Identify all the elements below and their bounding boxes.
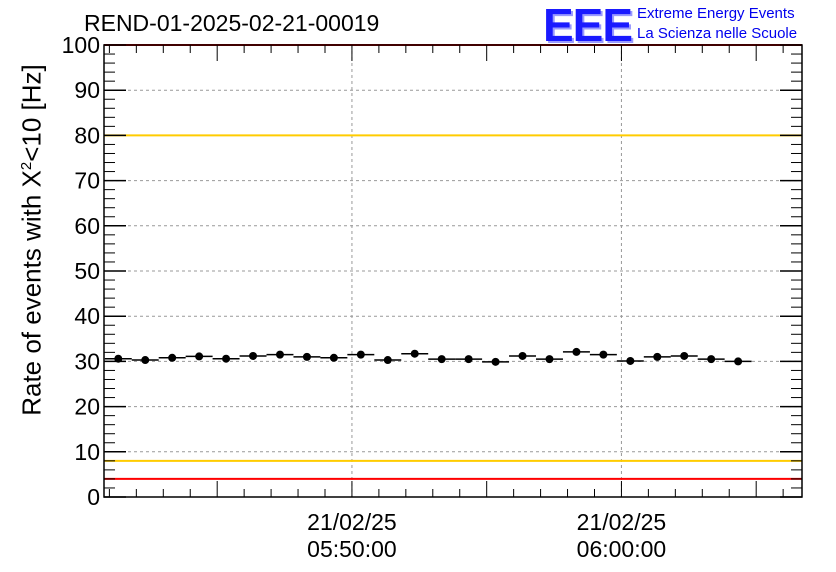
y-axis-label-sup: 2: [17, 161, 35, 171]
data-point: [626, 356, 635, 365]
data-point: [437, 355, 446, 364]
x-tick-label-time: 06:00:00: [577, 536, 667, 562]
logo-line-1: Extreme Energy Events: [637, 5, 795, 22]
x-tick-label-time: 05:50:00: [307, 536, 397, 562]
y-tick-label: 20: [74, 394, 100, 420]
data-point: [572, 347, 581, 356]
data-point: [410, 349, 419, 358]
y-tick-label: 60: [74, 213, 100, 239]
data-point: [195, 352, 204, 361]
eee-logo: EEE: [543, 0, 633, 51]
logo-caption: Extreme Energy Events La Scienza nelle S…: [637, 4, 797, 44]
y-tick-label: 10: [74, 439, 100, 465]
data-point: [302, 352, 311, 361]
data-point: [599, 350, 608, 359]
data-point: [680, 351, 689, 360]
data-point: [141, 356, 150, 365]
data-point: [734, 357, 743, 366]
data-point: [518, 351, 527, 360]
y-tick-label: 80: [74, 122, 100, 148]
data-point: [653, 352, 662, 361]
data-point: [329, 353, 338, 362]
logo-line-2: La Scienza nelle Scuole: [637, 25, 798, 42]
data-point: [356, 350, 365, 359]
data-point: [383, 356, 392, 365]
y-tick-label: 0: [87, 484, 100, 510]
data-point: [168, 353, 177, 362]
y-tick-label: 100: [62, 32, 100, 58]
data-point: [249, 351, 258, 360]
y-tick-label: 30: [74, 348, 100, 374]
data-point: [707, 355, 716, 364]
y-tick-label: 40: [74, 303, 100, 329]
y-tick-label: 70: [74, 168, 100, 194]
data-point: [491, 357, 500, 366]
data-point: [545, 355, 554, 364]
y-axis-label-main: Rate of events with X: [16, 170, 47, 416]
data-point: [222, 354, 231, 363]
y-axis-label-tail: <10 [Hz]: [16, 64, 47, 162]
y-tick-label: 90: [74, 77, 100, 103]
x-tick-label-date: 21/02/25: [577, 509, 667, 535]
data-point: [114, 354, 123, 363]
chart-title: REND-01-2025-02-21-00019: [84, 10, 380, 36]
x-tick-label-date: 21/02/25: [307, 509, 397, 535]
data-point: [464, 355, 473, 364]
data-point: [275, 350, 284, 359]
y-axis-label: Rate of events with X2<10 [Hz]: [17, 64, 48, 416]
y-tick-label: 50: [74, 258, 100, 284]
